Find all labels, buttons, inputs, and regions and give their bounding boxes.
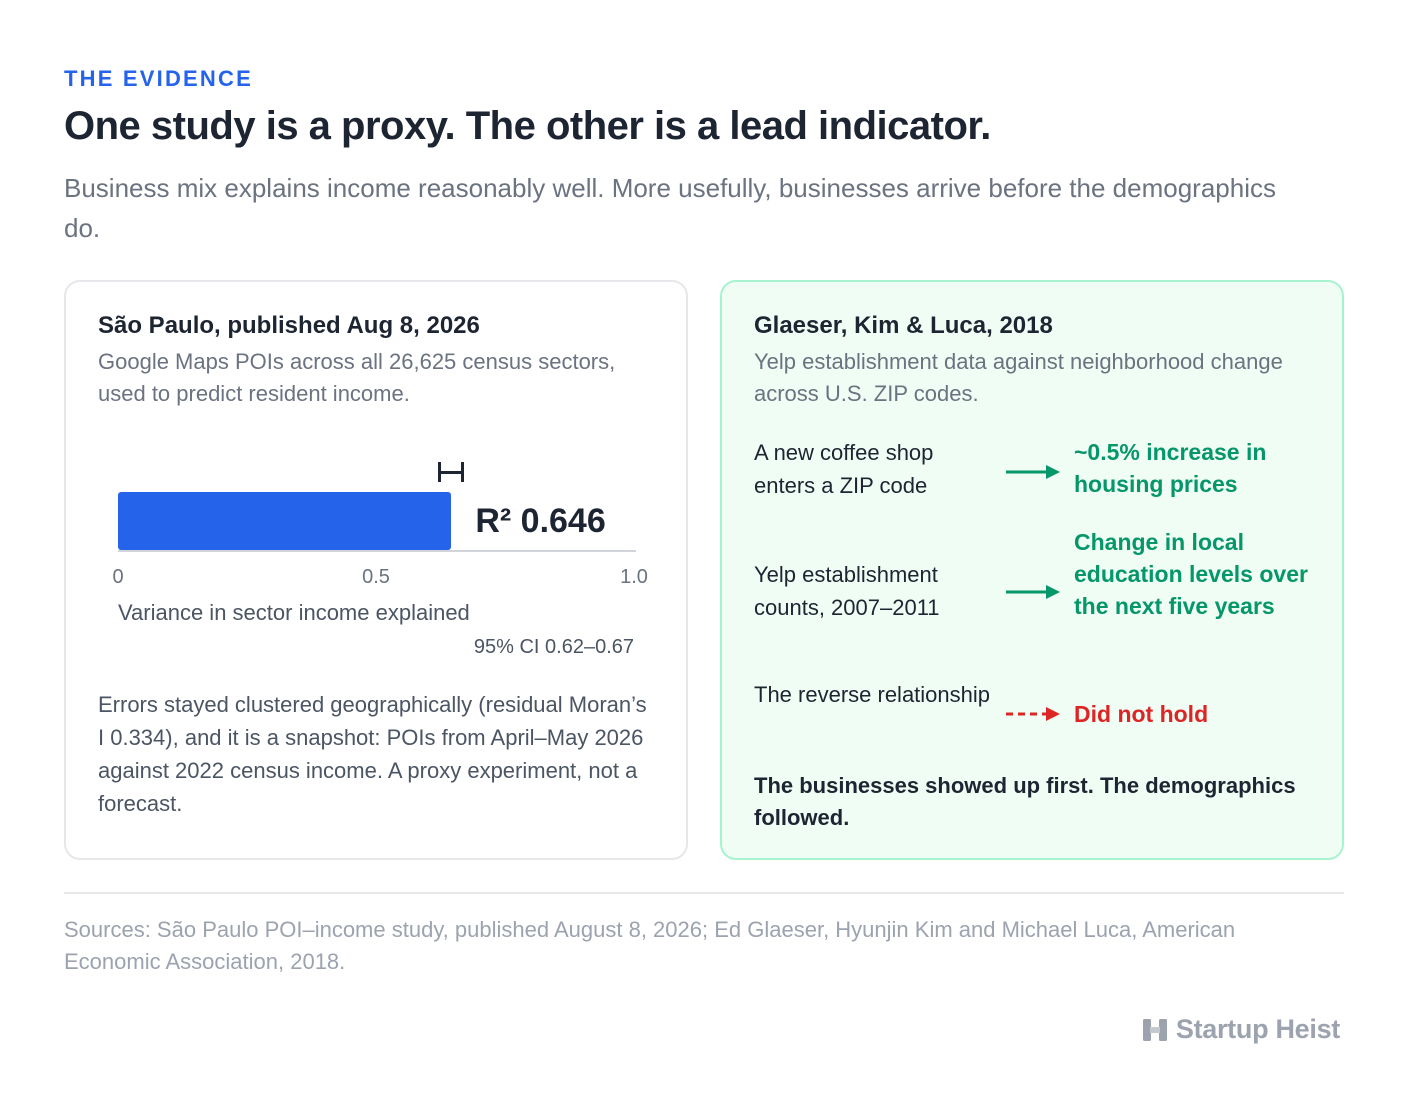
sao-paulo-card: São Paulo, published Aug 8, 2026 Google … <box>64 280 688 860</box>
finding-effect: ~0.5% increase in housing prices <box>1074 439 1267 497</box>
finding-effect: Change in local education levels over th… <box>1074 529 1308 619</box>
ci-label: 95% CI 0.62–0.67 <box>473 636 634 658</box>
sources-note: Sources: São Paulo POI–income study, pub… <box>64 917 1236 974</box>
axis-line <box>118 550 636 552</box>
axis-label: Variance in sector income explained <box>118 600 470 625</box>
dashed-arrow-right-icon <box>1006 707 1060 721</box>
page-title: One study is a proxy. The other is a lea… <box>64 104 991 148</box>
finding-cause: Yelp establishment counts, 2007–2011 <box>754 562 940 620</box>
brand-logo: Startup Heist <box>1142 1014 1340 1045</box>
finding-effect: Did not hold <box>1074 701 1209 727</box>
brand-name: Startup Heist <box>1175 1014 1340 1044</box>
card-conclusion: The businesses showed up first. The demo… <box>754 773 1296 830</box>
finding-row-reverse: The reverse relationship Did not hold <box>754 676 1314 746</box>
card-title: São Paulo, published Aug 8, 2026 <box>98 312 480 339</box>
glaeser-card: Glaeser, Kim & Luca, 2018 Yelp establish… <box>720 280 1344 860</box>
card-subtitle: Yelp establishment data against neighbor… <box>754 349 1283 406</box>
r2-value-label: R² 0.646 <box>475 502 606 540</box>
arrow-right-icon <box>1006 585 1060 599</box>
tick-label-1-0: 1.0 <box>620 566 648 588</box>
brand-h-icon <box>1142 1018 1167 1041</box>
r2-chart: R² 0.646 0 0.5 1.0 <box>112 462 648 588</box>
card-subtitle: Google Maps POIs across all 26,625 censu… <box>98 349 616 406</box>
finding-cause: A new coffee shop enters a ZIP code <box>754 440 934 498</box>
finding-row-coffee: A new coffee shop enters a ZIP code ~0.5… <box>754 434 1314 504</box>
finding-row-education: Yelp establishment counts, 2007–2011 Cha… <box>754 526 1314 656</box>
card-title: Glaeser, Kim & Luca, 2018 <box>754 312 1053 339</box>
tick-label-0-5: 0.5 <box>362 566 390 588</box>
divider <box>64 892 1344 894</box>
arrow-right-icon <box>1006 465 1060 479</box>
tick-label-0: 0 <box>112 566 124 588</box>
page-subtitle: Business mix explains income reasonably … <box>64 173 1276 243</box>
card-note: Errors stayed clustered geographically (… <box>98 692 647 816</box>
ci-whisker <box>437 462 464 482</box>
r2-bar <box>118 492 452 550</box>
eyebrow: THE EVIDENCE <box>64 66 253 91</box>
finding-cause: The reverse relationship <box>754 682 991 707</box>
